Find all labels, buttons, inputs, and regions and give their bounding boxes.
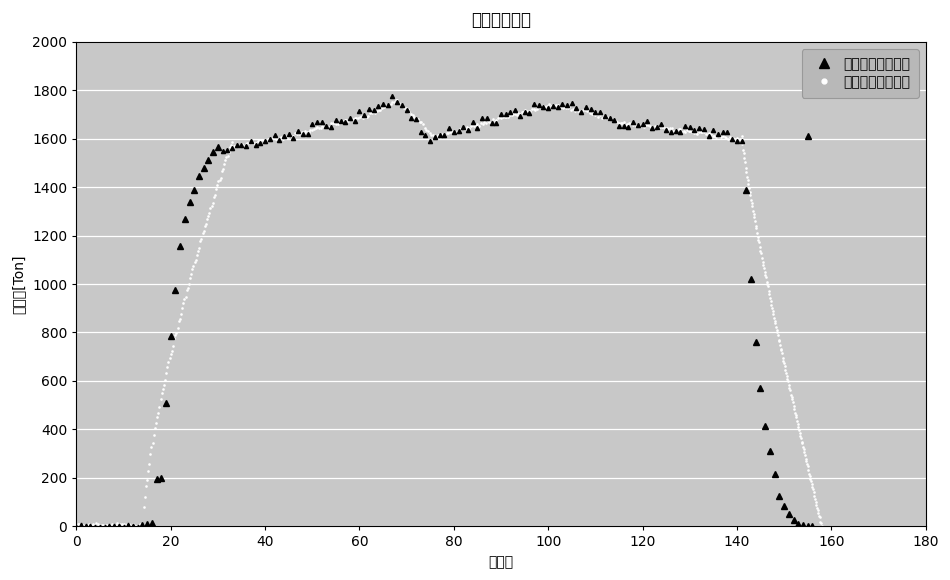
压力传感器检测值 — [193, 173, 204, 180]
压力传感器检测值 — [180, 215, 191, 222]
压力传感器检测值 — [156, 474, 167, 481]
Legend: 压力传感器检测值, 虚拟轧制力计算值: 压力传感器检测值, 虚拟轧制力计算值 — [802, 49, 919, 97]
Line: 虚拟轧制力计算值: 虚拟轧制力计算值 — [75, 99, 823, 528]
X-axis label: 取样点: 取样点 — [488, 555, 514, 569]
压力传感器检测值 — [146, 519, 158, 526]
压力传感器检测值 — [165, 333, 177, 340]
虚拟轧制力计算值 — [70, 521, 82, 528]
压力传感器检测值 — [207, 148, 218, 155]
压力传感器检测值 — [151, 476, 162, 483]
压力传感器检测值 — [184, 198, 196, 205]
压力传感器检测值 — [137, 521, 148, 528]
压力传感器检测值 — [170, 287, 181, 293]
压力传感器检测值 — [142, 521, 153, 528]
虚拟轧制力计算值 — [137, 523, 148, 530]
Line: 压力传感器检测值: 压力传感器检测值 — [139, 144, 221, 528]
虚拟轧制力计算值 — [816, 523, 827, 530]
虚拟轧制力计算值 — [773, 338, 785, 345]
虚拟轧制力计算值 — [366, 109, 377, 116]
压力传感器检测值 — [189, 186, 200, 193]
压力传感器检测值 — [202, 157, 214, 164]
虚拟轧制力计算值 — [434, 133, 446, 140]
压力传感器检测值 — [198, 164, 209, 171]
压力传感器检测值 — [175, 243, 186, 250]
虚拟轧制力计算值 — [391, 96, 403, 103]
虚拟轧制力计算值 — [773, 336, 785, 343]
Y-axis label: 轧制力[Ton]: 轧制力[Ton] — [11, 254, 25, 314]
Title: 轧制力分布图: 轧制力分布图 — [471, 11, 531, 29]
压力传感器检测值 — [161, 399, 172, 406]
虚拟轧制力计算值 — [656, 124, 667, 130]
虚拟轧制力计算值 — [127, 520, 139, 527]
压力传感器检测值 — [212, 144, 223, 151]
